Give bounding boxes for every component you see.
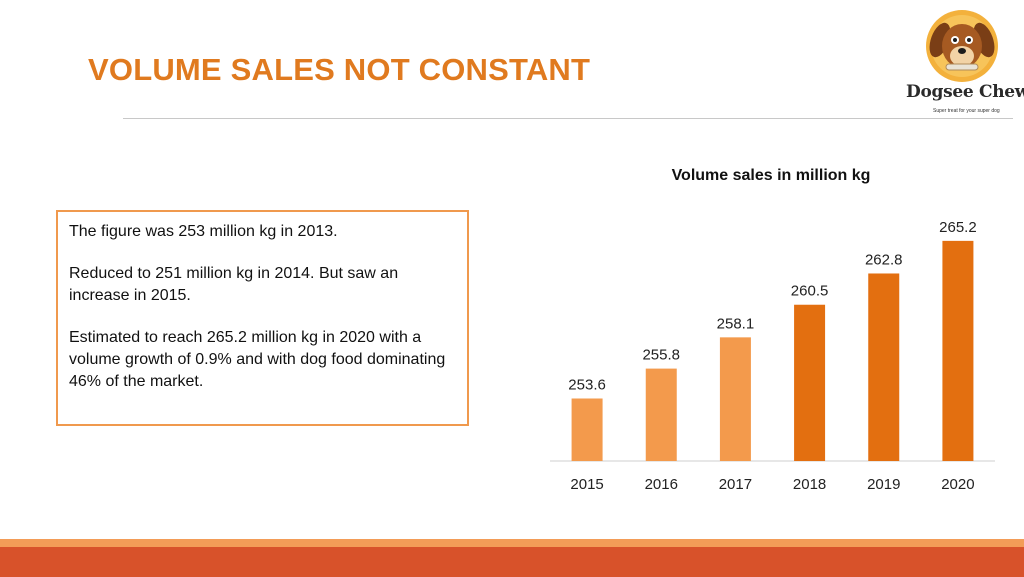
value-label-2016: 255.8 [642, 347, 680, 364]
value-label-2020: 265.2 [939, 219, 977, 236]
brand-tagline: Super treat for your super dog [933, 108, 1000, 114]
bar-2019 [868, 273, 900, 461]
category-label-2017: 2017 [719, 476, 752, 493]
bar-2020 [942, 240, 974, 461]
summary-textbox: The figure was 253 million kg in 2013. R… [56, 210, 469, 426]
summary-paragraph-2: Reduced to 251 million kg in 2014. But s… [69, 265, 399, 304]
dog-face-icon [926, 10, 998, 82]
volume-sales-chart: Volume sales in million kg 253.6 2015 255.… [550, 167, 995, 493]
footer-stripe-dark [0, 547, 1024, 577]
value-label-2018: 260.5 [791, 283, 829, 300]
summary-paragraph-1: The figure was 253 million kg in 2013. [69, 223, 338, 240]
category-label-2020: 2020 [941, 476, 974, 493]
brand-name: Dogsee Chew [906, 82, 1024, 102]
summary-paragraph-3: Estimated to reach 265.2 million kg in 2… [69, 329, 446, 390]
value-label-2017: 258.1 [717, 315, 755, 332]
footer-stripe-light [0, 539, 1024, 547]
value-label-2019: 262.8 [865, 251, 903, 268]
bar-2015 [571, 398, 603, 461]
title-divider [123, 118, 1013, 119]
category-label-2018: 2018 [793, 476, 826, 493]
category-label-2015: 2015 [570, 476, 603, 493]
chart-title: Volume sales in million kg [672, 167, 871, 184]
category-label-2016: 2016 [645, 476, 678, 493]
page-title: VOLUME SALES NOT CONSTANT [88, 52, 591, 87]
bar-2016 [645, 368, 677, 461]
bar-2017 [719, 337, 751, 461]
bar-2018 [794, 304, 826, 461]
category-label-2019: 2019 [867, 476, 900, 493]
value-label-2015: 253.6 [568, 376, 606, 393]
